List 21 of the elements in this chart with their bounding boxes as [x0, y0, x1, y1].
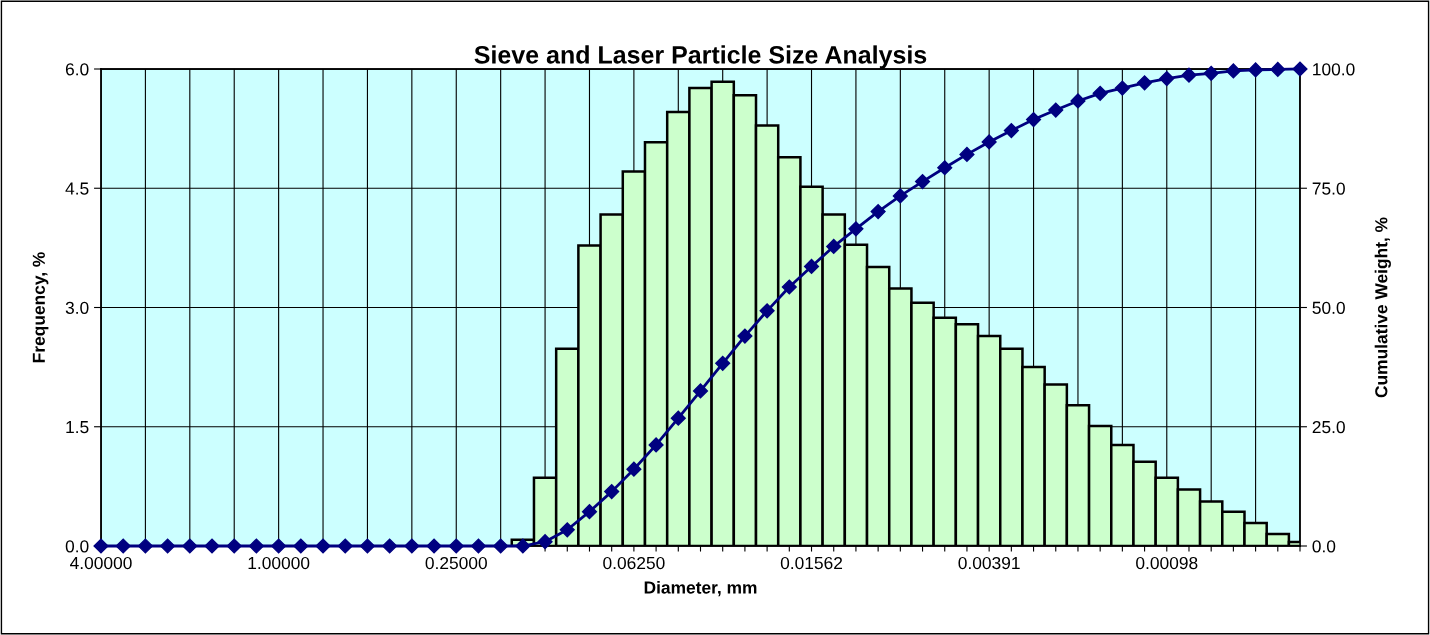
y-tick-label: 3.0 [65, 301, 89, 314]
y2-tick-label: 0.0 [1312, 540, 1336, 553]
y-tick-label: 0.0 [65, 540, 89, 553]
x-tick-label: 4.00000 [70, 556, 132, 570]
y2-tick-label: 25.0 [1312, 420, 1345, 434]
chart-title: Sieve and Laser Particle Size Analysis [474, 45, 927, 69]
y-tick-label: 4.5 [65, 182, 89, 195]
y-tick-label: 1.5 [66, 421, 89, 434]
y2-tick-label: 50.0 [1312, 301, 1345, 314]
y2-tick-label: 75.0 [1312, 182, 1345, 195]
x-tick-label: 0.25000 [425, 556, 487, 570]
x-tick-label: 0.06250 [603, 556, 665, 570]
y2-axis-title: Cumulative Weight, % [1374, 217, 1391, 398]
x-axis-title: Diameter, mm [644, 580, 757, 597]
y-axis-title: Frequency, % [32, 252, 49, 363]
x-tick-label: 0.00098 [1136, 556, 1198, 570]
y2-tick-label: 100.0 [1313, 63, 1355, 76]
x-tick-label: 1.00000 [248, 556, 310, 570]
y-tick-label: 6.0 [65, 63, 89, 76]
x-tick-label: 0.01562 [780, 556, 843, 570]
x-tick-label: 0.00391 [958, 556, 1020, 570]
